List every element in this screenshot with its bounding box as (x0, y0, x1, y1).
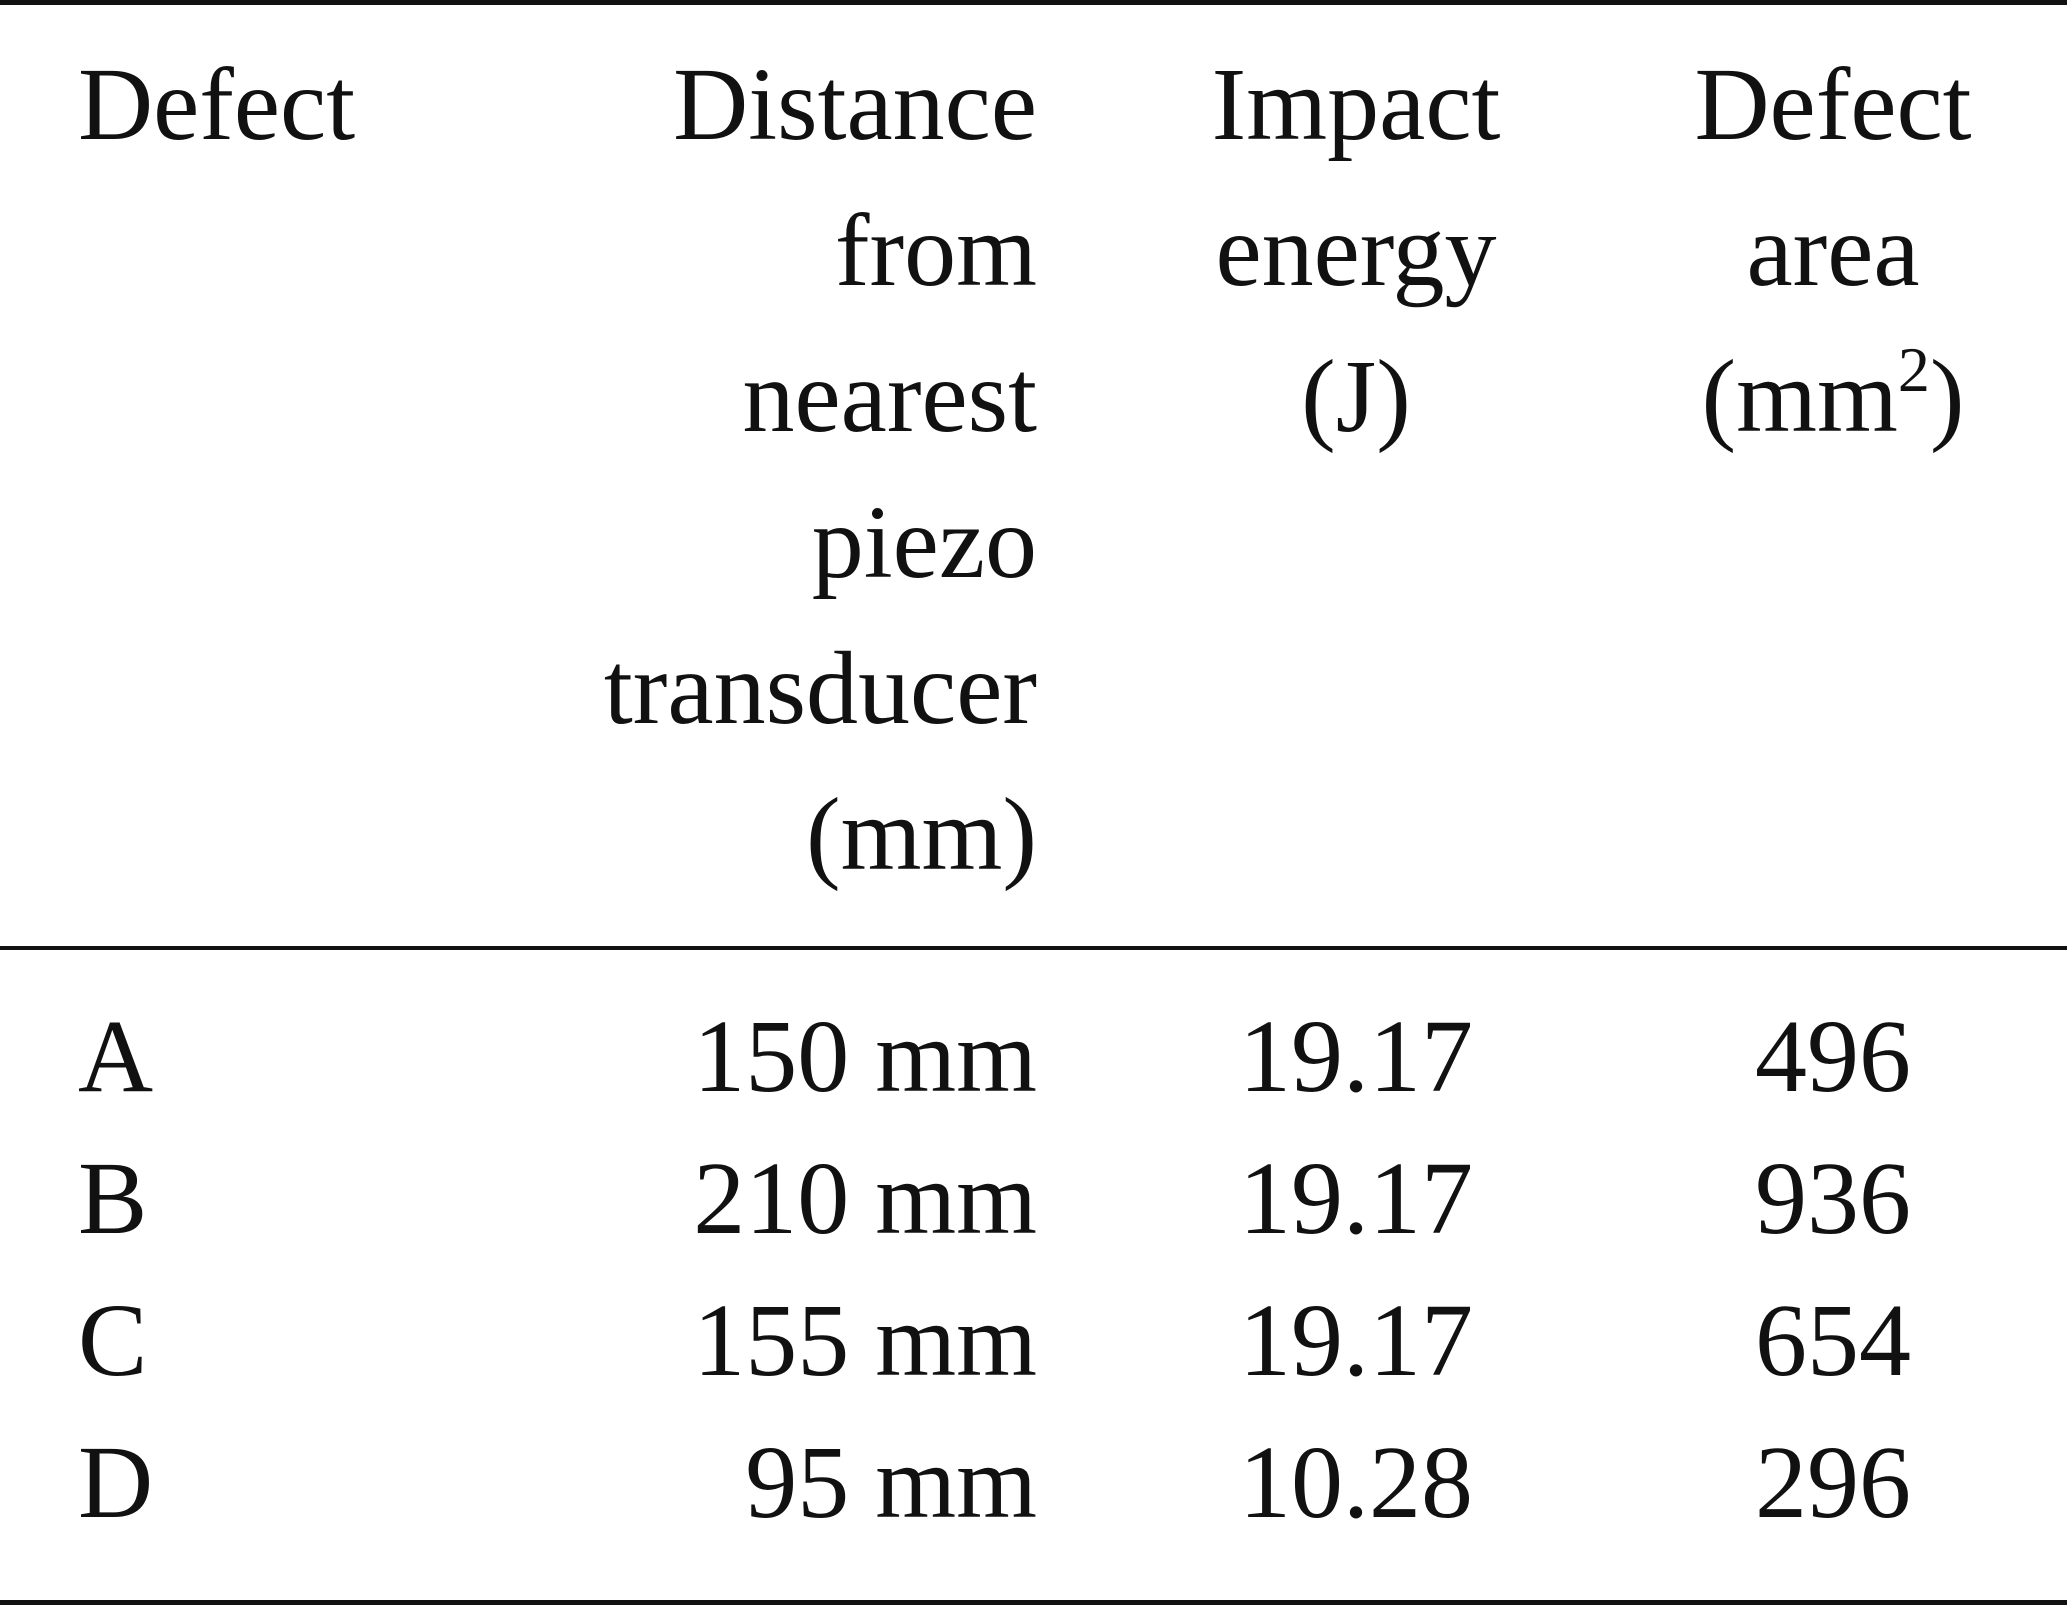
header-distance-line: nearest (742, 339, 1037, 454)
header-area-unit-close: ) (1929, 339, 1965, 454)
top-rule (0, 0, 2067, 5)
cell-distance: 210 mm (693, 1141, 1037, 1256)
cell-impact: 19.17 (1239, 1141, 1473, 1256)
cell-impact: 19.17 (1239, 999, 1473, 1114)
header-distance-line: (mm) (805, 777, 1037, 892)
header-impact-line: Impact (1211, 47, 1501, 162)
cell-area: 296 (1755, 1425, 1911, 1540)
header-area-line: area (1746, 193, 1920, 308)
cell-impact: 19.17 (1239, 1283, 1473, 1398)
header-distance-line: transducer (603, 631, 1037, 746)
cell-area: 496 (1755, 999, 1911, 1114)
header-distance-line: piezo (811, 485, 1037, 600)
header-distance-line: from (834, 193, 1037, 308)
cell-defect: B (78, 1141, 148, 1256)
cell-impact: 10.28 (1239, 1425, 1473, 1540)
header-area-unit-open: (mm (1701, 339, 1898, 454)
cell-defect: C (78, 1283, 148, 1398)
cell-defect: A (78, 999, 154, 1114)
header-distance: Distance from nearest piezo transducer (… (604, 32, 1037, 908)
header-distance-line: Distance (673, 47, 1037, 162)
header-area-line: Defect (1694, 47, 1972, 162)
header-area-unit: (mm2) (1668, 324, 1998, 470)
header-area-unit-sup: 2 (1897, 334, 1930, 405)
header-impact-line: energy (1215, 193, 1497, 308)
header-area: Defect area (mm2) (1668, 32, 1998, 470)
header-rule (0, 946, 2067, 950)
cell-area: 936 (1755, 1141, 1911, 1256)
header-impact-line: (J) (1301, 339, 1411, 454)
header-impact: Impact energy (J) (1192, 32, 1520, 470)
cell-defect: D (78, 1425, 154, 1540)
cell-distance: 95 mm (745, 1425, 1037, 1540)
cell-distance: 155 mm (693, 1283, 1037, 1398)
cell-area: 654 (1755, 1283, 1911, 1398)
cell-distance: 150 mm (693, 999, 1037, 1114)
header-defect: Defect (78, 32, 355, 178)
header-defect-label: Defect (78, 47, 356, 162)
bottom-rule (0, 1600, 2067, 1605)
